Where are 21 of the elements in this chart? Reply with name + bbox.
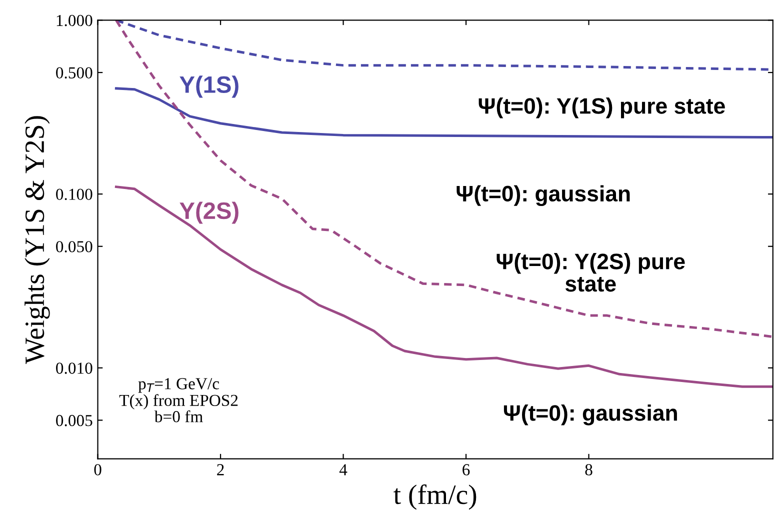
annotation: Ψ(t=0): gaussian: [456, 185, 630, 206]
y-tick-label: 0.005: [56, 414, 92, 426]
x-tick-label: 6: [462, 464, 470, 476]
x-tick-label: 8: [585, 464, 592, 476]
series-label: Y(2S): [180, 202, 238, 224]
series-label: Y(1S): [180, 76, 238, 98]
x-tick-label: 4: [339, 464, 348, 476]
x-axis-title: t (fm/c): [394, 484, 476, 510]
y-tick-label: 0.010: [56, 362, 92, 374]
line-series: [114, 20, 773, 338]
annotation: Ψ(t=0): Y(2S) pure state: [496, 253, 685, 292]
y-tick-label: 0.100: [56, 188, 92, 200]
y-axis-title: Weights (Y1S & Y2S): [24, 116, 50, 364]
y-tick-label: 0.500: [56, 67, 92, 79]
annotation: Ψ(t=0): Y(1S) pure state: [478, 98, 725, 118]
y-tick-label: 0.050: [56, 241, 92, 252]
x-tick-label: 0: [94, 464, 102, 476]
annotation: p$_{T}$=1 GeV/c T(x) from EPOS2 b=0 fm: [119, 378, 238, 422]
x-tick-label: 2: [217, 464, 224, 476]
y-tick-label: 1.000: [56, 14, 92, 26]
annotation: Ψ(t=0): gaussian: [504, 404, 677, 426]
